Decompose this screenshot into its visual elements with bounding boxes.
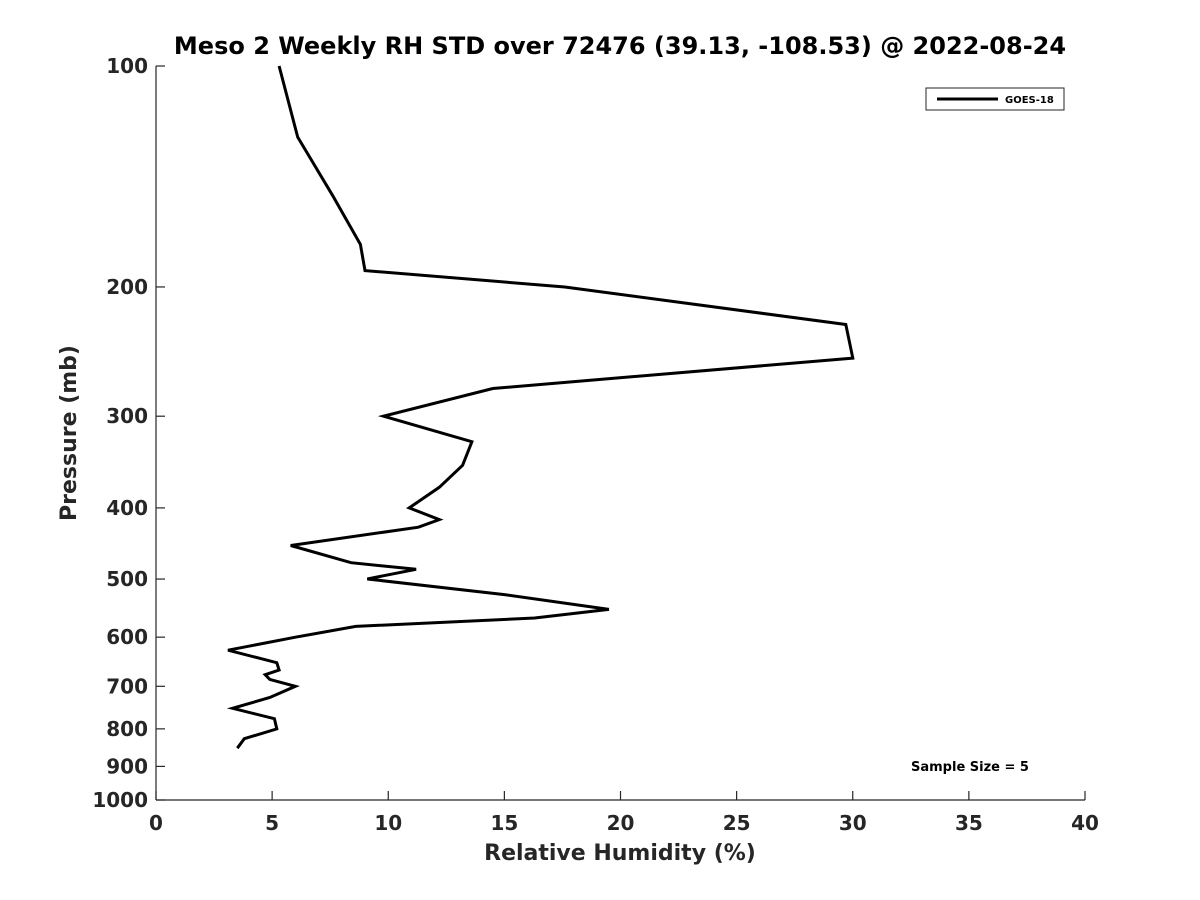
y-tick-label: 300	[106, 404, 148, 428]
y-tick-label: 800	[106, 717, 148, 741]
y-axis-label: Pressure (mb)	[57, 345, 82, 521]
legend: GOES-18	[925, 87, 1065, 111]
y-tick-label: 1000	[92, 788, 148, 812]
x-axis-label: Relative Humidity (%)	[484, 841, 756, 866]
sample-size-annotation: Sample Size = 5	[911, 760, 1029, 775]
x-tick-label: 10	[374, 811, 402, 835]
y-tick-label: 100	[106, 54, 148, 78]
x-tick-label: 20	[607, 811, 635, 835]
x-tick-label: 5	[265, 811, 279, 835]
x-ticks: 0 5 10 15 20 25 30 35 40	[149, 791, 1099, 835]
series-line-goes-18	[226, 65, 855, 750]
y-tick-label: 500	[106, 567, 148, 591]
x-tick-label: 35	[955, 811, 983, 835]
y-tick-label: 700	[106, 674, 148, 698]
axes	[155, 66, 1085, 801]
x-tick-label: 15	[490, 811, 518, 835]
y-tick-label: 900	[106, 754, 148, 778]
x-tick-label: 25	[723, 811, 751, 835]
y-tick-label: 200	[106, 275, 148, 299]
x-tick-label: 40	[1071, 811, 1099, 835]
x-tick-label: 0	[149, 811, 163, 835]
y-ticks: 100 200 300 400 500 600 700 800 900 1000	[92, 54, 165, 812]
chart-title: Meso 2 Weekly RH STD over 72476 (39.13, …	[174, 32, 1066, 60]
x-tick-label: 30	[839, 811, 867, 835]
legend-entry-goes-18: GOES-18	[1005, 95, 1054, 106]
y-tick-label: 400	[106, 496, 148, 520]
y-tick-label: 600	[106, 625, 148, 649]
